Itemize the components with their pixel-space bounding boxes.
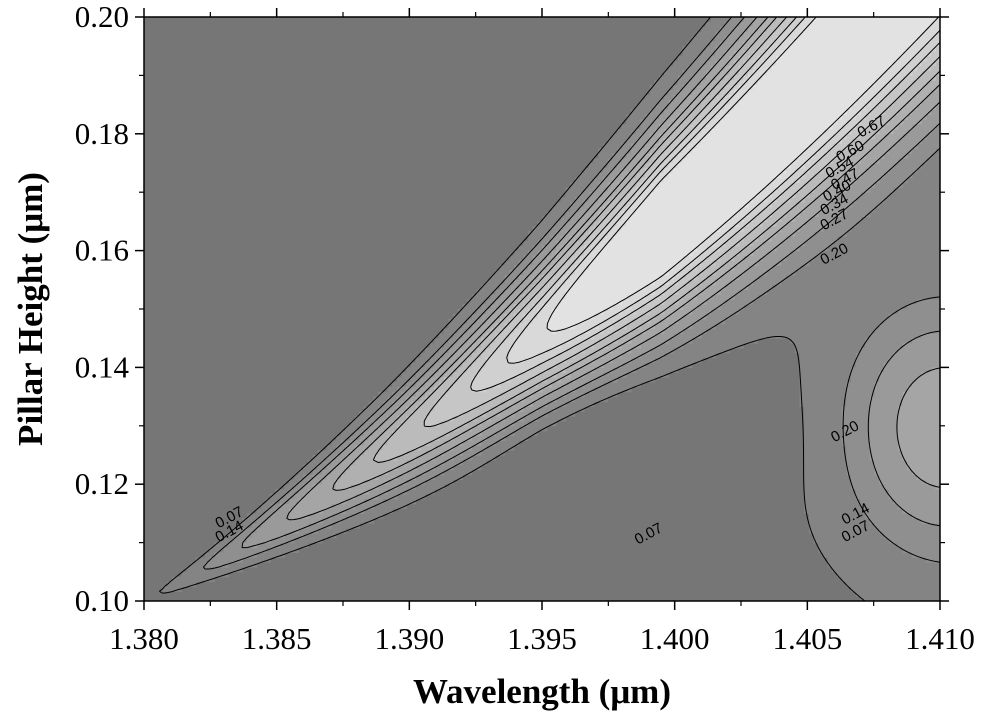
x-tick-label: 1.400 xyxy=(640,621,710,656)
x-tick-label: 1.395 xyxy=(507,621,577,656)
contour-lines xyxy=(159,17,940,601)
y-axis-title: Pillar Height (μm) xyxy=(11,172,50,446)
contour-line xyxy=(332,17,940,491)
contour-fill xyxy=(546,17,936,334)
x-axis: 1.380 1.385 1.390 1.395 1.400 1.405 1.410 xyxy=(109,8,975,656)
contour-line xyxy=(241,17,940,549)
y-tick-label: 0.10 xyxy=(75,583,129,618)
contour-line xyxy=(546,17,939,332)
x-tick-label: 1.385 xyxy=(242,621,312,656)
x-tick-label: 1.405 xyxy=(772,621,842,656)
y-tick-label: 0.12 xyxy=(75,466,129,501)
x-tick-label: 1.380 xyxy=(109,621,179,656)
contour-line xyxy=(202,17,940,570)
y-tick-label: 0.18 xyxy=(75,116,129,151)
plot-area xyxy=(144,17,940,601)
x-tick-label: 1.390 xyxy=(374,621,444,656)
contour-band xyxy=(546,17,936,334)
contour-line xyxy=(286,17,940,521)
y-tick-label: 0.16 xyxy=(75,233,129,268)
contour-line xyxy=(423,17,940,428)
y-axis: 0.10 0.12 0.14 0.16 0.18 0.20 xyxy=(75,0,949,618)
y-tick-label: 0.14 xyxy=(75,349,130,384)
y-tick-label: 0.20 xyxy=(75,0,129,34)
contour-line xyxy=(470,17,940,392)
contour-line xyxy=(506,17,940,364)
contour-line xyxy=(159,17,866,601)
x-tick-label: 1.410 xyxy=(905,621,975,656)
x-axis-title: Wavelength (μm) xyxy=(413,672,671,711)
contour-line xyxy=(372,17,940,463)
